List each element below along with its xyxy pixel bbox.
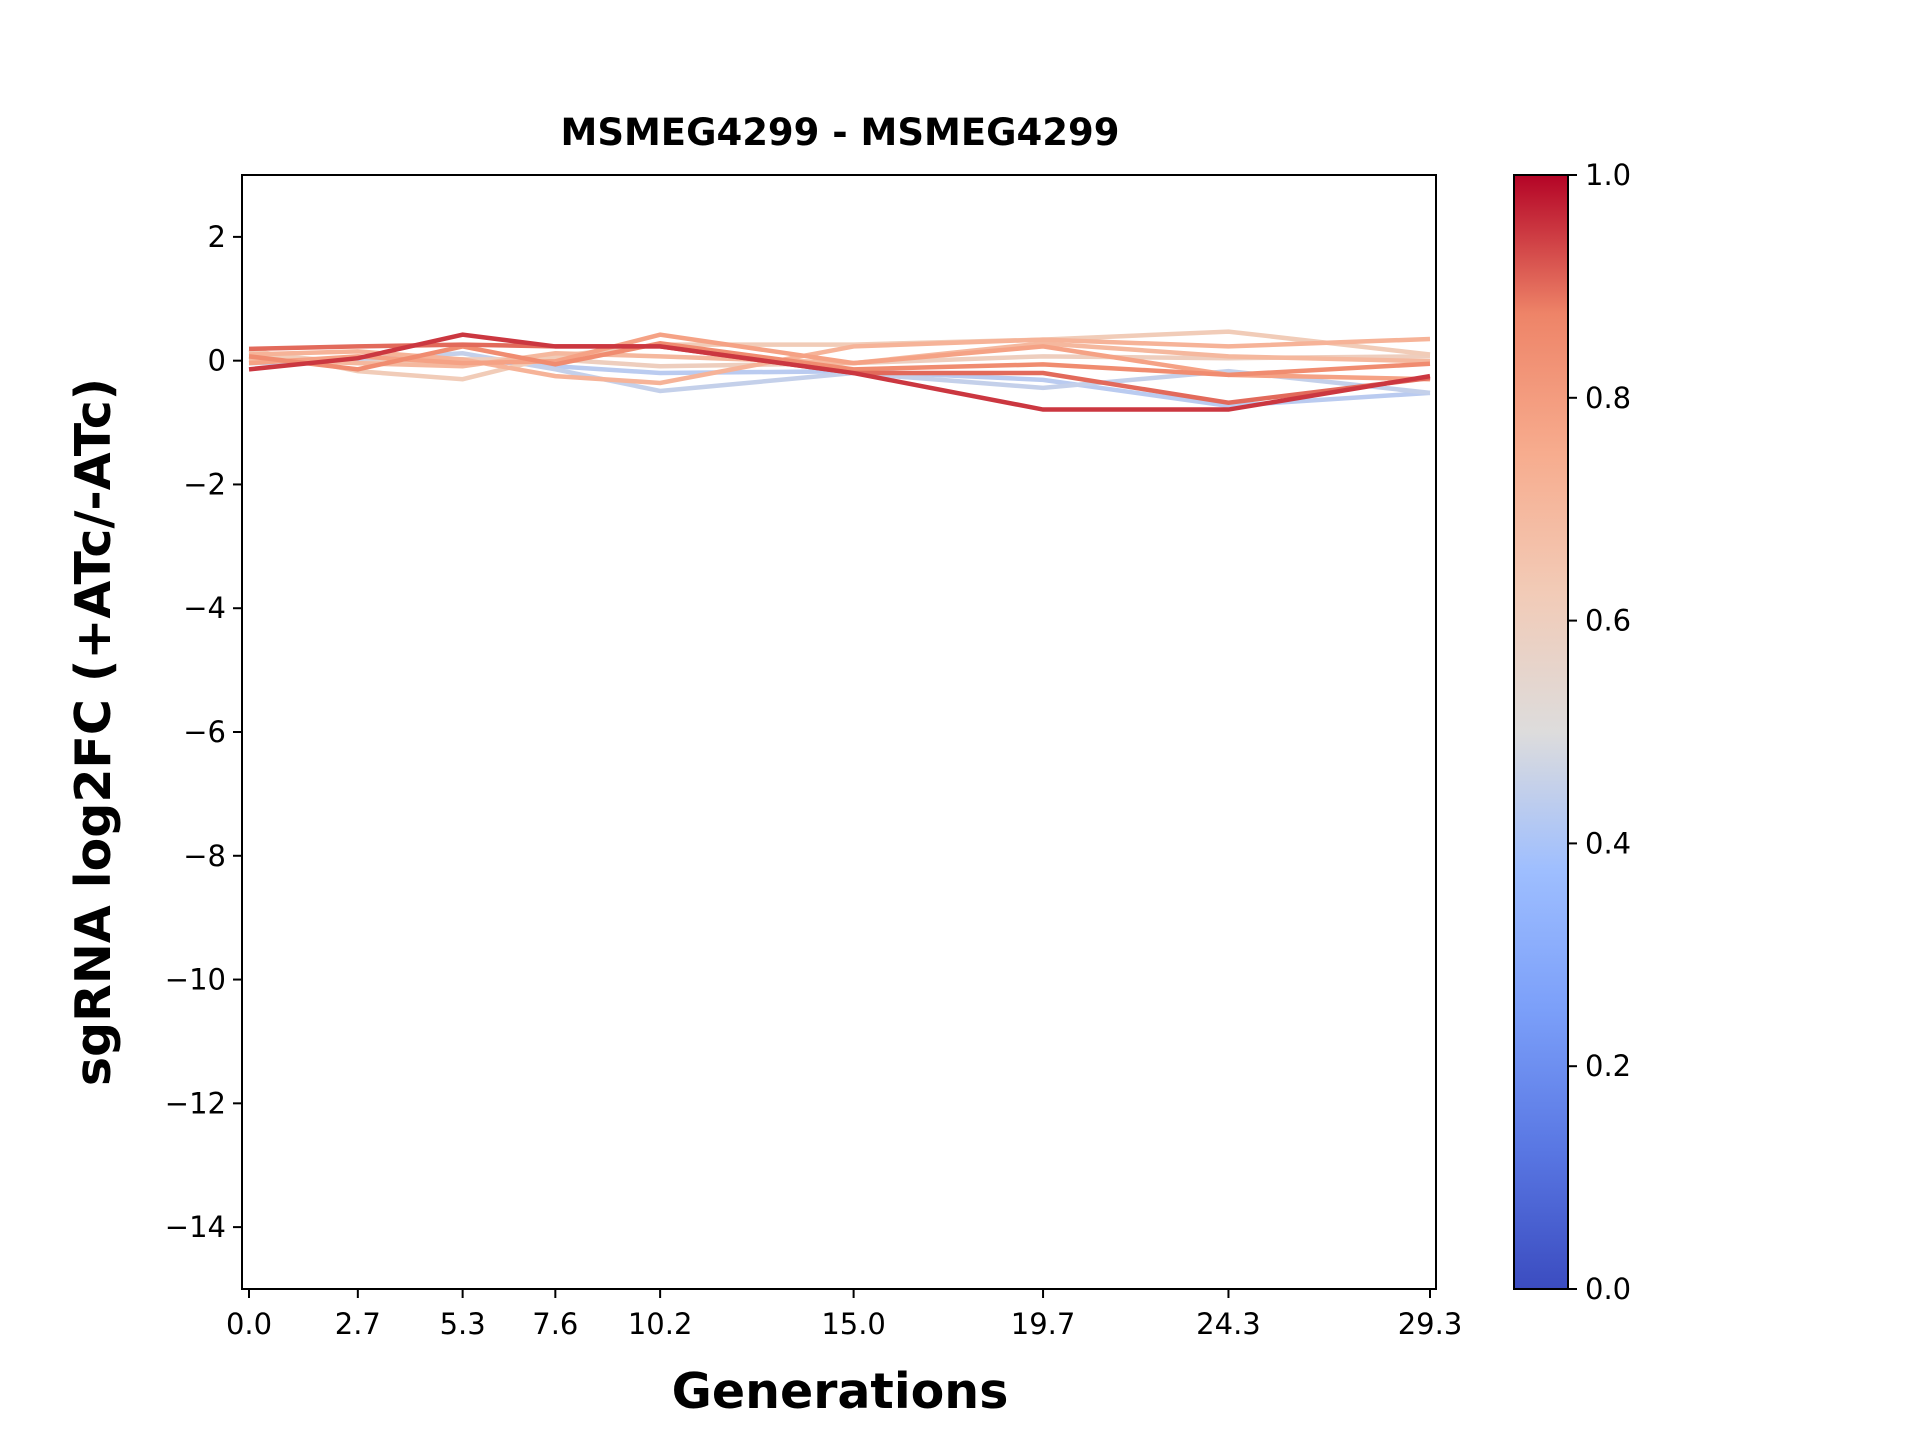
colorbar-axis: 0.0 0.2 0.4 0.6 0.8 1.0	[1568, 158, 1631, 1306]
x-tick-label: 24.3	[1196, 1307, 1261, 1341]
colorbar-tick-label: 0.6	[1585, 604, 1631, 638]
x-tick-label: 7.6	[532, 1307, 578, 1341]
x-tick-label: 0.0	[226, 1307, 272, 1341]
y-axis: 2 0 −2 −4 −6 −8 −10 −12 −14	[165, 220, 242, 1244]
series-line-4	[248, 341, 1431, 369]
series-line-5	[248, 336, 1431, 386]
y-tick-label: −10	[165, 963, 226, 997]
x-axis: 0.0 2.7 5.3 7.6 10.2 15.0 19.7 24.3 29.3	[226, 1289, 1462, 1341]
y-tick-label: 2	[208, 220, 226, 254]
colorbar-tick-label: 1.0	[1585, 158, 1631, 192]
series-lines	[248, 329, 1431, 412]
y-tick-label: −14	[165, 1210, 226, 1244]
chart-title: MSMEG4299 - MSMEG4299	[561, 111, 1120, 154]
x-tick-label: 2.7	[335, 1307, 381, 1341]
x-tick-label: 15.0	[821, 1307, 886, 1341]
y-tick-label: −6	[183, 715, 226, 749]
x-tick-label: 19.7	[1011, 1307, 1076, 1341]
series-line-9	[248, 332, 1431, 412]
y-tick-label: −2	[183, 467, 226, 501]
colorbar	[1513, 174, 1569, 1290]
series-line-7	[248, 341, 1431, 378]
y-tick-label: −8	[183, 839, 226, 873]
y-axis-label: sgRNA log2FC (+ATc/-ATc)	[65, 378, 122, 1086]
y-tick-label: −4	[183, 591, 226, 625]
colorbar-tick-label: 0.4	[1585, 826, 1631, 860]
x-axis-label: Generations	[672, 1363, 1009, 1420]
colorbar-tick-label: 0.0	[1585, 1272, 1631, 1306]
colorbar-tick-label: 0.8	[1585, 381, 1631, 415]
y-tick-label: −12	[165, 1086, 226, 1120]
x-tick-label: 29.3	[1398, 1307, 1463, 1341]
x-tick-label: 5.3	[440, 1307, 486, 1341]
x-tick-label: 10.2	[628, 1307, 693, 1341]
y-tick-label: 0	[208, 344, 226, 378]
series-line-6	[248, 332, 1431, 382]
colorbar-tick-label: 0.2	[1585, 1049, 1631, 1083]
